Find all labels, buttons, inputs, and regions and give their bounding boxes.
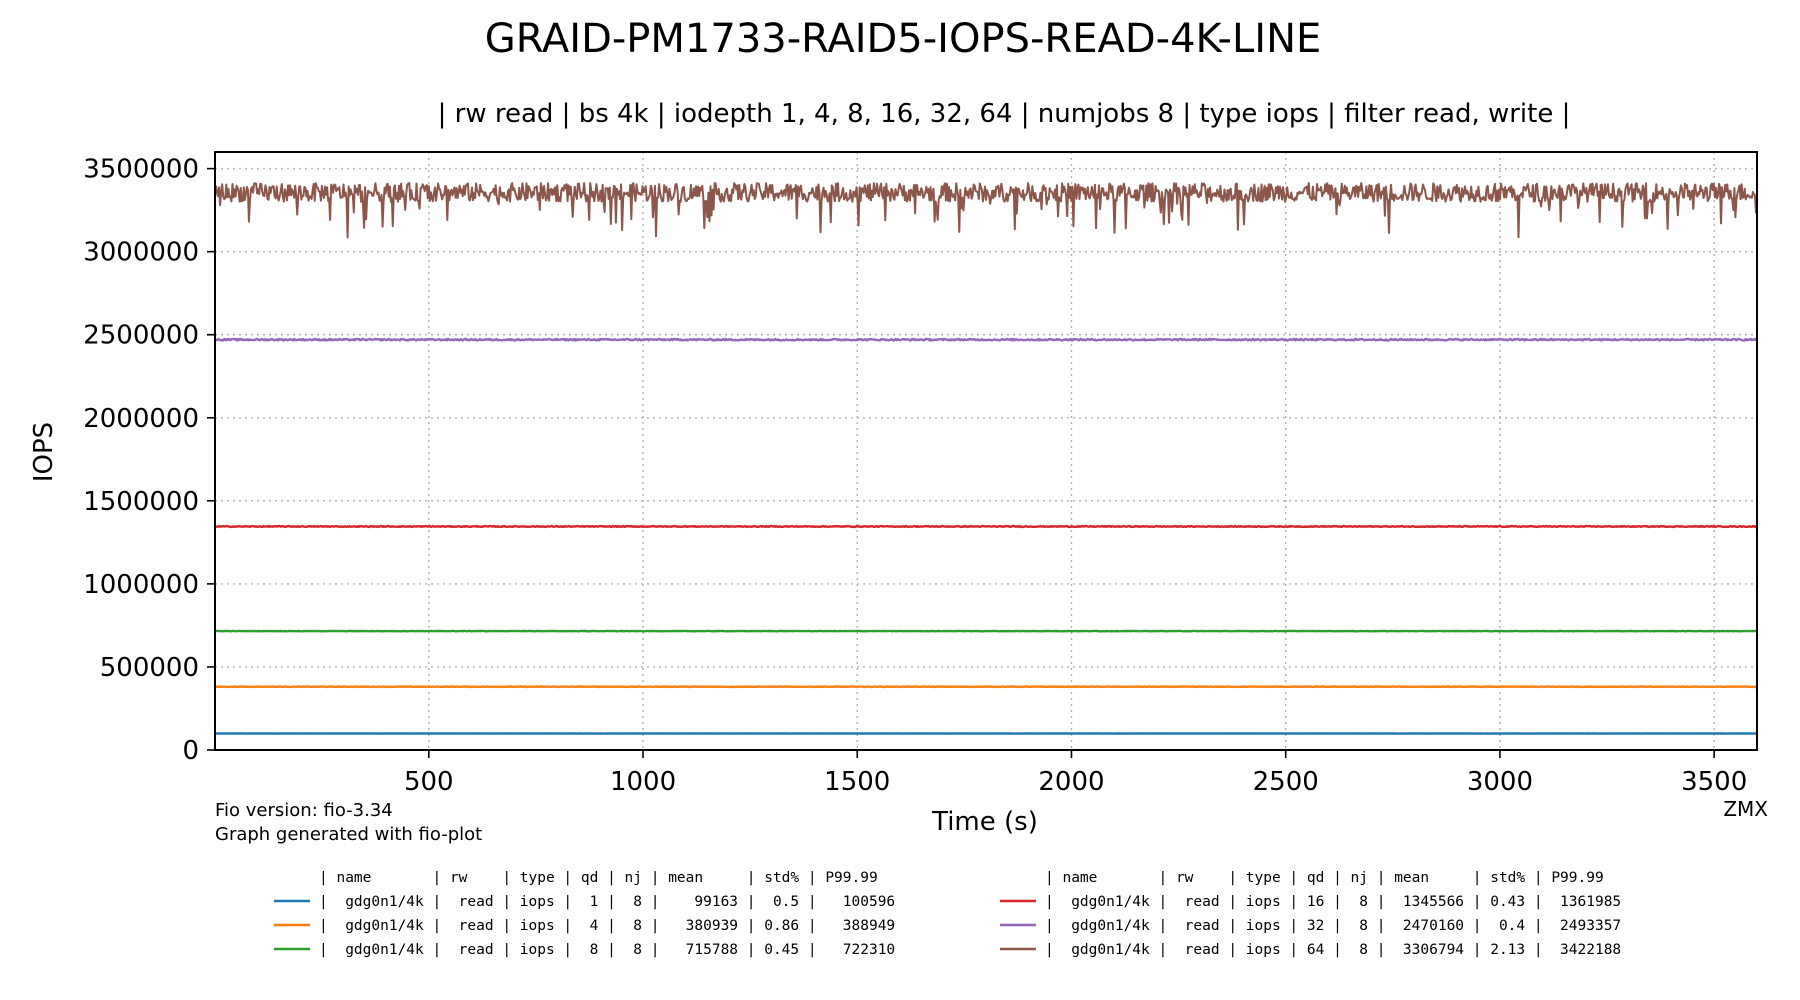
legend-table: | name | rw | type | qd | nj | mean | st…: [274, 870, 1621, 958]
grid-layer: [215, 152, 1757, 750]
y-tick-label: 500000: [100, 653, 199, 683]
series-line-2: [214, 685, 1758, 689]
y-tick-label: 1500000: [83, 487, 199, 517]
y-tick-label: 3500000: [83, 155, 199, 185]
x-tick-label: 500: [404, 767, 454, 797]
legend-row: | gdg0n1/4k | read | iops | 32 | 8 | 247…: [1045, 918, 1621, 934]
series-line-5: [214, 337, 1758, 342]
y-tick-label: 3000000: [83, 238, 199, 268]
x-tick-label: 2500: [1253, 767, 1319, 797]
chart-subtitle: | rw read | bs 4k | iodepth 1, 4, 8, 16,…: [438, 99, 1571, 129]
axes-layer: 500 1000 1500 2000 2500 3000 3500 0 500000 100000…: [83, 151, 1758, 797]
y-axis-label: IOPS: [29, 422, 59, 482]
x-axis-label: Time (s): [931, 807, 1038, 837]
y-tick-label: 1000000: [83, 570, 199, 600]
y-tick-label: 0: [182, 736, 199, 766]
legend-row: | gdg0n1/4k | read | iops | 1 | 8 | 9916…: [319, 894, 895, 910]
series-line-6: [214, 182, 1758, 239]
legend-header: | name | rw | type | qd | nj | mean | st…: [319, 870, 878, 886]
corner-label: ZMX: [1723, 797, 1768, 821]
legend-row: | gdg0n1/4k | read | iops | 64 | 8 | 330…: [1045, 942, 1621, 958]
x-tick-label: 3500: [1681, 767, 1747, 797]
series-line-4: [214, 524, 1758, 529]
y-tick-label: 2000000: [83, 404, 199, 434]
series-layer: [214, 182, 1758, 735]
x-tick-label: 1500: [824, 767, 890, 797]
chart-title: GRAID-PM1733-RAID5-IOPS-READ-4K-LINE: [485, 16, 1322, 62]
legend-row: | gdg0n1/4k | read | iops | 16 | 8 | 134…: [1045, 894, 1621, 910]
fio-version-note: Fio version: fio-3.34: [215, 800, 393, 821]
fio-plot-note: Graph generated with fio-plot: [215, 824, 482, 845]
legend-row: | gdg0n1/4k | read | iops | 4 | 8 | 3809…: [319, 918, 895, 934]
legend-header: | name | rw | type | qd | nj | mean | st…: [1045, 870, 1604, 886]
legend-row: | gdg0n1/4k | read | iops | 8 | 8 | 7157…: [319, 942, 895, 958]
x-tick-label: 2000: [1038, 767, 1104, 797]
y-tick-label: 2500000: [83, 321, 199, 351]
x-tick-label: 3000: [1467, 767, 1533, 797]
x-tick-label: 1000: [610, 767, 676, 797]
plot-frame: [214, 151, 1758, 751]
